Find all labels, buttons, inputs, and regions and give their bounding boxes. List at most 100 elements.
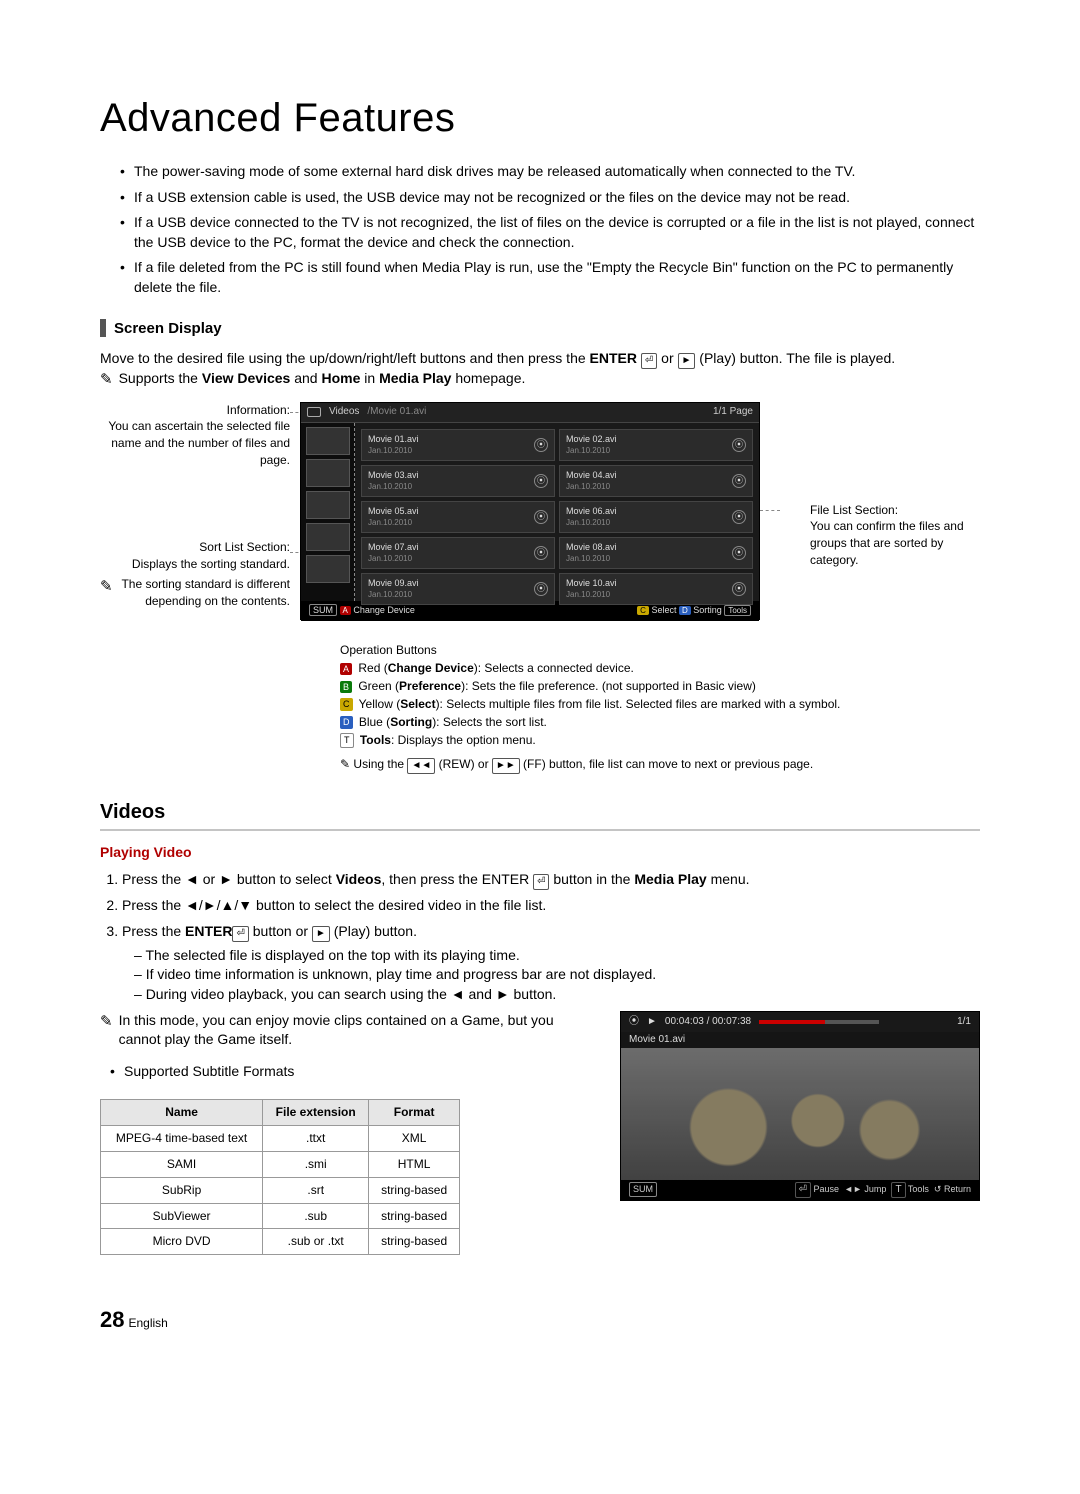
operation-buttons-desc: Operation Buttons A Red (Change Device):…: [340, 642, 880, 775]
return-icon[interactable]: ↺: [934, 1184, 942, 1194]
player-video-area: [621, 1048, 979, 1180]
tools-icon[interactable]: T: [891, 1182, 905, 1198]
play-icon: ►: [312, 926, 330, 942]
table-header: Format: [369, 1100, 460, 1126]
path-label: /Movie 01.avi: [367, 405, 426, 419]
screen-display-heading: Screen Display: [100, 318, 980, 339]
info-callout-body: You can ascertain the selected file name…: [108, 419, 290, 467]
file-item[interactable]: Movie 02.aviJan.10.2010⦿: [559, 429, 753, 461]
sort-callout-label: Sort List Section:: [199, 540, 290, 554]
table-header: File extension: [263, 1100, 369, 1126]
sum-badge: SUM: [309, 604, 337, 616]
enter-icon: ⏎: [232, 926, 248, 942]
file-item[interactable]: Movie 06.aviJan.10.2010⦿: [559, 501, 753, 533]
file-item[interactable]: Movie 08.aviJan.10.2010⦿: [559, 537, 753, 569]
intro-bullets: The power-saving mode of some external h…: [120, 162, 980, 298]
sub-step: During video playback, you can search us…: [134, 985, 980, 1005]
sort-thumb[interactable]: [306, 427, 350, 455]
game-note: ✎ In this mode, you can enjoy movie clip…: [100, 1011, 596, 1050]
category-label: Videos: [329, 405, 359, 419]
ff-icon: ►►: [492, 758, 520, 774]
pause-icon[interactable]: ⏎: [795, 1182, 811, 1198]
table-row: MPEG-4 time-based text.ttxtXML: [101, 1126, 460, 1152]
note-icon: ✎: [100, 1011, 113, 1050]
table-header: Name: [101, 1100, 263, 1126]
note-icon: ✎: [100, 369, 113, 390]
note-icon: ✎: [340, 757, 350, 771]
page-footer: 28English: [100, 1305, 980, 1336]
sort-note: The sorting standard is different depend…: [119, 576, 290, 610]
bullet-item: If a file deleted from the PC is still f…: [120, 258, 980, 297]
page-indicator: 1/1 Page: [713, 405, 753, 419]
bullet-item: If a USB device connected to the TV is n…: [120, 213, 980, 252]
bullet-item: If a USB extension cable is used, the US…: [120, 188, 980, 208]
tools-button[interactable]: Tools: [724, 605, 751, 616]
note-icon: ✎: [100, 576, 113, 610]
sort-callout-body: Displays the sorting standard.: [132, 557, 290, 571]
filelist-callout-label: File List Section:: [810, 503, 898, 517]
file-item[interactable]: Movie 10.aviJan.10.2010⦿: [559, 573, 753, 605]
c-button[interactable]: C: [637, 606, 649, 615]
step-item: Press the ◄/►/▲/▼ button to select the d…: [122, 896, 980, 916]
table-row: SubViewer.substring-based: [101, 1203, 460, 1229]
file-item[interactable]: Movie 01.aviJan.10.2010⦿: [361, 429, 555, 461]
a-button[interactable]: A: [340, 606, 351, 615]
sort-thumb[interactable]: [306, 523, 350, 551]
table-row: SubRip.srtstring-based: [101, 1177, 460, 1203]
supports-note: ✎ Supports the View Devices and Home in …: [100, 369, 980, 390]
rew-icon: ◄◄: [407, 758, 435, 774]
bottom-right-controls: C Select D Sorting Tools: [637, 604, 751, 617]
sort-thumb[interactable]: [306, 459, 350, 487]
file-item[interactable]: Movie 07.aviJan.10.2010⦿: [361, 537, 555, 569]
filelist-callout-body: You can confirm the files and groups tha…: [810, 519, 964, 567]
player-time: 00:04:03 / 00:07:38: [665, 1015, 751, 1029]
screen-display-intro: Move to the desired file using the up/do…: [100, 349, 980, 369]
play-icon: ►: [678, 353, 696, 369]
progress-bar[interactable]: [759, 1020, 879, 1024]
subtitle-formats-table: NameFile extensionFormat MPEG-4 time-bas…: [100, 1099, 460, 1255]
table-row: Micro DVD.sub or .txtstring-based: [101, 1229, 460, 1255]
enter-icon: ⏎: [533, 874, 549, 890]
bullet-item: The power-saving mode of some external h…: [120, 162, 980, 182]
info-callout-label: Information:: [227, 403, 290, 417]
sub-step: The selected file is displayed on the to…: [134, 946, 980, 966]
videos-icon: [307, 407, 321, 417]
jump-icon[interactable]: ◄►: [844, 1184, 862, 1194]
pause-label: Pause: [814, 1184, 840, 1194]
player-filename: Movie 01.avi: [621, 1032, 979, 1048]
sub-step: If video time information is unknown, pl…: [134, 965, 980, 985]
player-page: 1/1: [957, 1015, 971, 1029]
file-item[interactable]: Movie 03.aviJan.10.2010⦿: [361, 465, 555, 497]
d-button[interactable]: D: [679, 606, 691, 615]
file-item[interactable]: Movie 04.aviJan.10.2010⦿: [559, 465, 753, 497]
player-play-icon[interactable]: ►: [647, 1015, 657, 1029]
bottom-left-controls: SUM A Change Device: [309, 604, 415, 617]
jump-label: Jump: [864, 1184, 886, 1194]
sort-list-section[interactable]: [301, 423, 355, 601]
tools-icon: T: [340, 733, 354, 748]
videos-heading: Videos: [100, 798, 980, 831]
tools-label: Tools: [908, 1184, 929, 1194]
return-label: Return: [944, 1184, 971, 1194]
supported-subtitle-label: Supported Subtitle Formats: [110, 1062, 596, 1082]
step-item: Press the ENTER ⏎ button or ► (Play) but…: [122, 922, 980, 1005]
file-list-section[interactable]: Movie 01.aviJan.10.2010⦿Movie 02.aviJan.…: [355, 423, 759, 601]
sort-thumb[interactable]: [306, 555, 350, 583]
playing-video-sub: Playing Video: [100, 843, 980, 863]
page-title: Advanced Features: [100, 90, 980, 146]
change-device-label: Change Device: [353, 605, 415, 615]
playing-video-steps: Press the ◄ or ► button to select Videos…: [122, 870, 980, 1004]
step-item: Press the ◄ or ► button to select Videos…: [122, 870, 980, 890]
file-item[interactable]: Movie 09.aviJan.10.2010⦿: [361, 573, 555, 605]
sorting-label: Sorting: [693, 605, 722, 615]
file-item[interactable]: Movie 05.aviJan.10.2010⦿: [361, 501, 555, 533]
player-cam-icon: ⦿: [629, 1015, 639, 1029]
video-player-preview: ⦿ ► 00:04:03 / 00:07:38 1/1 Movie 01.avi…: [620, 1011, 980, 1201]
sort-thumb[interactable]: [306, 491, 350, 519]
select-label: Select: [651, 605, 676, 615]
enter-icon: ⏎: [641, 353, 657, 369]
sum-badge: SUM: [629, 1182, 657, 1197]
media-play-screen: Videos /Movie 01.avi 1/1 Page Movie 01.a…: [300, 402, 760, 620]
table-row: SAMI.smiHTML: [101, 1151, 460, 1177]
screen-diagram: Information: You can ascertain the selec…: [100, 402, 980, 762]
